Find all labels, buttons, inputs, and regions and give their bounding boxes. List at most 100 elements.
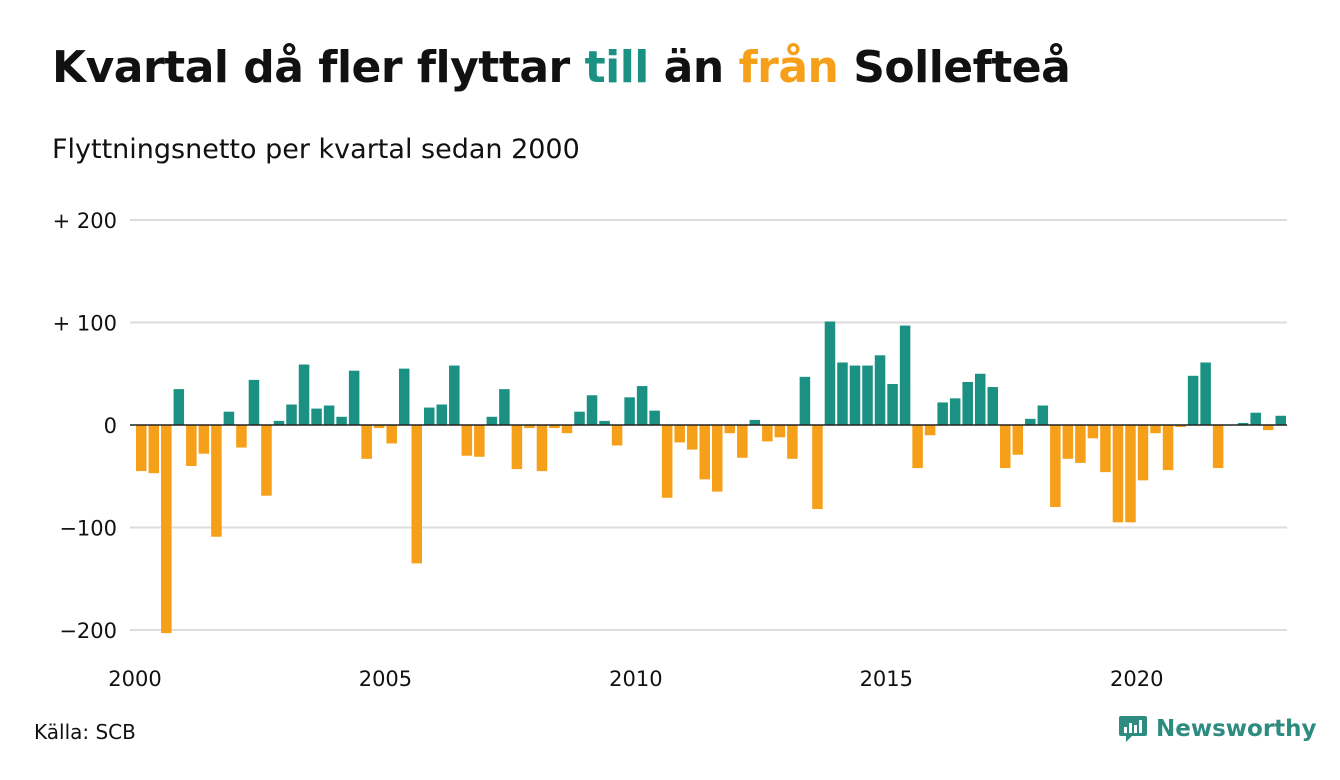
bar-quarter-91 (1262, 425, 1274, 431)
bar-quarter-79 (1112, 425, 1124, 523)
bar-quarter-18 (348, 370, 360, 425)
bar-quarter-8 (223, 411, 235, 425)
bar-quarter-58 (849, 365, 861, 425)
bar-quarter-63 (912, 425, 923, 469)
x-tick-label: 2000 (108, 667, 161, 691)
bar-quarter-92 (1275, 415, 1286, 425)
bar-quarter-34 (549, 425, 560, 429)
bar-quarter-87 (1212, 425, 1224, 469)
y-tick-label: + 200 (53, 209, 117, 233)
bar-quarter-15 (311, 408, 322, 425)
bar-quarter-6 (198, 425, 210, 454)
bar-quarter-77 (1087, 425, 1099, 439)
bar-quarter-40 (624, 397, 635, 425)
bar-quarter-31 (511, 425, 523, 470)
bar-quarter-10 (248, 379, 260, 425)
bar-quarter-85 (1187, 375, 1199, 425)
bar-quarter-68 (974, 373, 986, 425)
bar-quarter-16 (323, 405, 335, 425)
bar-quarter-21 (386, 425, 397, 444)
x-axis-labels: 2000 2005 2010 2015 2020 (108, 667, 1163, 691)
bar-quarter-73 (1037, 405, 1049, 425)
y-tick-label: + 100 (53, 312, 117, 336)
bar-quarter-39 (611, 425, 623, 446)
y-tick-label: 0 (104, 414, 117, 438)
bar-quarter-45 (686, 425, 698, 450)
bar-quarter-1 (136, 425, 147, 472)
bar-quarter-56 (824, 321, 836, 425)
bar-quarter-61 (887, 384, 898, 425)
logo-text: Newsworthy (1156, 716, 1317, 742)
bar-quarter-48 (724, 425, 736, 434)
y-axis-labels: + 200 + 100 0 −100 −200 (53, 209, 117, 643)
bar-quarter-13 (286, 404, 297, 425)
bar-quarter-89 (1237, 422, 1249, 425)
bar-quarter-22 (398, 368, 410, 425)
y-tick-label: −100 (59, 517, 117, 541)
bar-quarter-37 (586, 395, 598, 425)
bar-quarter-5 (186, 425, 197, 466)
bar-quarter-19 (361, 425, 372, 459)
bar-quarter-27 (461, 425, 473, 456)
bar-quarter-60 (874, 355, 886, 425)
bar-quarter-33 (536, 425, 548, 472)
bar-quarter-54 (799, 376, 811, 425)
bar-quarter-29 (486, 416, 498, 425)
bar-quarter-55 (812, 425, 823, 510)
bar-quarter-84 (1175, 425, 1186, 428)
bar-quarter-70 (1000, 425, 1011, 469)
chart-title: Kvartal då fler flyttar till än från Sol… (52, 42, 1071, 93)
title-word-fran: från (738, 42, 839, 93)
x-tick-label: 2015 (860, 667, 913, 691)
bar-quarter-30 (499, 389, 510, 426)
bar-quarter-26 (449, 365, 460, 425)
bar-quarter-52 (774, 425, 786, 438)
bar-quarter-78 (1100, 425, 1111, 473)
bar-quarter-12 (273, 420, 285, 425)
bar-quarter-53 (787, 425, 798, 459)
bar-quarter-36 (574, 411, 585, 425)
bar-quarter-47 (712, 425, 723, 492)
x-tick-label: 2005 (359, 667, 412, 691)
bar-quarter-57 (837, 362, 848, 425)
bar-quarter-46 (699, 425, 710, 480)
bar-quarter-86 (1200, 362, 1211, 425)
title-word-till: till (584, 42, 650, 93)
bar-quarter-17 (336, 416, 347, 425)
bar-quarter-35 (561, 425, 573, 434)
y-tick-label: −200 (59, 619, 117, 643)
grid-lines (130, 219, 1287, 631)
bar-quarter-62 (899, 325, 911, 425)
bar-quarter-41 (636, 386, 648, 425)
bar-quarter-24 (424, 407, 435, 425)
bar-quarter-72 (1025, 418, 1036, 425)
x-tick-label: 2020 (1110, 667, 1163, 691)
bar-quarter-83 (1162, 425, 1174, 471)
bar-quarter-42 (649, 410, 660, 425)
bar-quarter-32 (524, 425, 535, 429)
title-part-3: Sollefteå (838, 42, 1071, 93)
bar-quarter-38 (599, 420, 610, 425)
bar-quarter-25 (436, 404, 448, 425)
newsworthy-chart-bubble-icon (1119, 716, 1147, 742)
bar-quarter-82 (1150, 425, 1161, 434)
bar-quarter-20 (373, 425, 385, 429)
newsworthy-logo: Newsworthy (1118, 714, 1317, 744)
bar-quarter-43 (661, 425, 673, 498)
bar-quarter-49 (737, 425, 748, 458)
bar-quarter-74 (1050, 425, 1061, 507)
bar-quarter-9 (236, 425, 247, 448)
bar-quarter-4 (173, 389, 185, 426)
bar-quarter-51 (762, 425, 773, 442)
bar-quarter-66 (949, 398, 961, 425)
bar-quarter-11 (261, 425, 272, 496)
title-part-1: Kvartal då fler flyttar (52, 42, 585, 93)
bar-quarter-7 (211, 425, 222, 537)
bar-quarter-90 (1250, 412, 1261, 425)
bar-quarter-50 (749, 419, 761, 426)
bar-quarter-3 (161, 425, 172, 634)
bar-quarter-14 (298, 364, 310, 425)
bar-quarter-81 (1137, 425, 1149, 481)
bar-quarter-67 (962, 381, 973, 425)
